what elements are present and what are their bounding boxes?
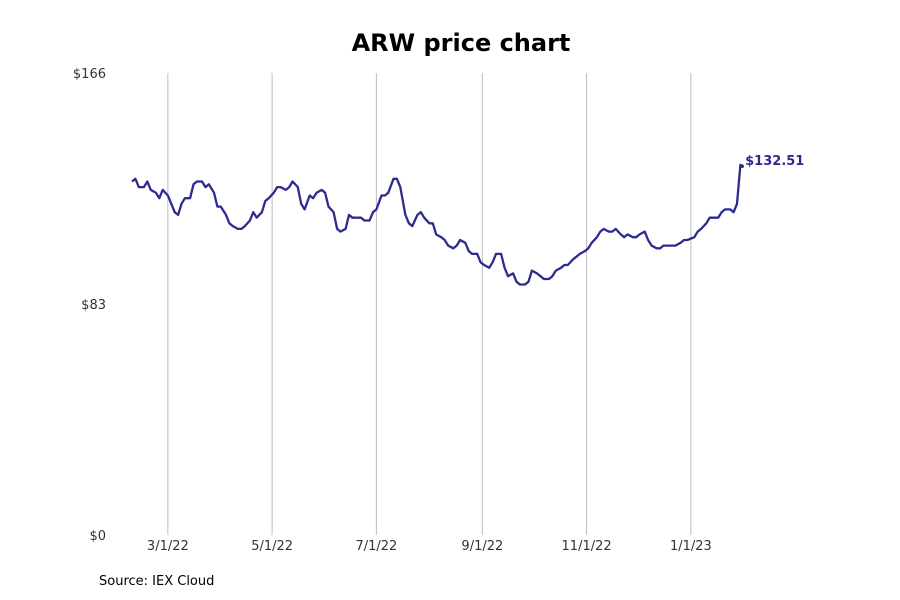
x-tick-label: 5/1/22 (251, 539, 293, 554)
x-tick-label: 11/1/22 (562, 539, 612, 554)
end-price-label: $132.51 (745, 154, 804, 169)
y-tick-label: $0 (89, 529, 106, 544)
source-note: Source: IEX Cloud (99, 574, 215, 589)
price-line (131, 163, 743, 286)
x-tick-label: 7/1/22 (355, 539, 397, 554)
x-axis-ticks: 3/1/22 5/1/22 7/1/22 9/1/22 11/1/22 1/1/23 (147, 539, 712, 554)
y-tick-label: $83 (81, 298, 106, 313)
y-tick-label: $166 (73, 67, 106, 82)
x-tick-label: 1/1/23 (670, 539, 712, 554)
x-tick-label: 9/1/22 (461, 539, 503, 554)
chart-title: ARW price chart (352, 29, 571, 57)
end-point-marker (740, 164, 744, 169)
y-axis-ticks: $0 $83 $166 (73, 67, 106, 544)
gridlines (167, 73, 692, 535)
x-tick-label: 3/1/22 (147, 539, 189, 554)
